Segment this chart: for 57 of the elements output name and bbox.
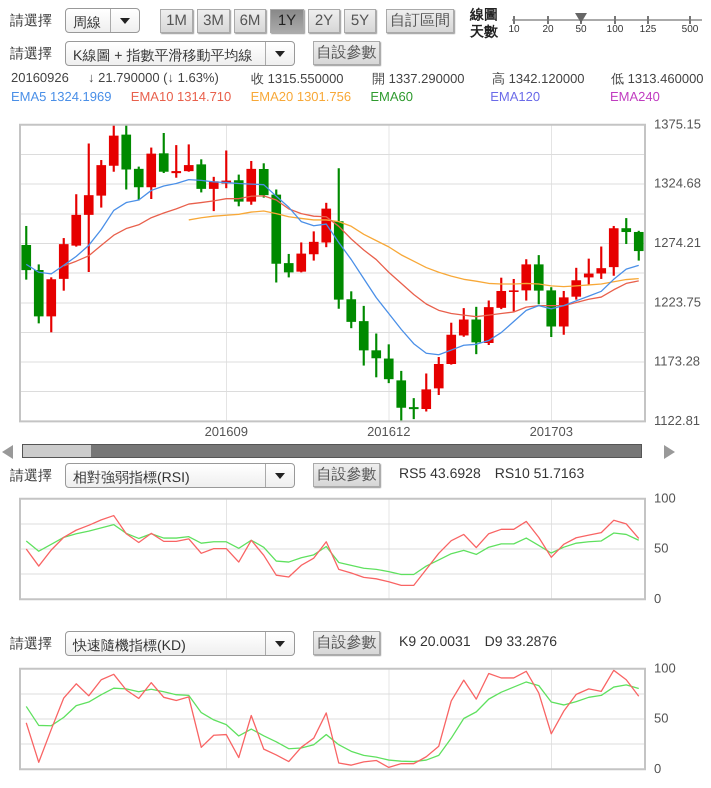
text: EMA240 (610, 89, 660, 104)
text: 3M (197, 9, 230, 33)
x-tick-label: 201612 (367, 424, 410, 439)
text: D9 33.2876 (484, 633, 558, 649)
text: 6M (234, 9, 266, 33)
text: 自設參數 (313, 463, 380, 487)
y-tick-label: 1324.68 (654, 176, 701, 191)
text: EMA120 (490, 89, 540, 104)
y-tick-label: 0 (654, 760, 662, 776)
y-tick-label: 1223.75 (654, 294, 701, 310)
text: 1Y (270, 9, 304, 33)
text: 低 1313.460000 (611, 70, 704, 88)
text: 5Y (344, 9, 376, 33)
text: 天數 (470, 23, 498, 41)
text: 請選擇 (10, 635, 52, 653)
y-tick-label: 1173.28 (654, 354, 700, 369)
y-tick-label: 0 (654, 590, 662, 606)
dropdown-field: 快速隨機指標(KD) (65, 631, 295, 656)
text: RS5 43.6928 (399, 465, 481, 481)
y-tick-label: 100 (654, 660, 676, 676)
text: 自訂區間 (386, 9, 454, 33)
x-tick-label: 201609 (204, 424, 248, 439)
x-tick-label: 201703 (530, 424, 573, 439)
y-tick-label: 100 (654, 490, 676, 506)
text: 請選擇 (10, 12, 52, 30)
dropdown-field: 相對強弱指標(RSI) (65, 463, 295, 488)
text: 收 1315.550000 (251, 70, 344, 88)
y-tick-label: 1274.21 (654, 235, 701, 250)
text: 50 (575, 24, 587, 35)
text: K9 20.0031 (399, 633, 471, 649)
text: 10 (508, 24, 520, 35)
text: 線圖 (470, 6, 498, 24)
text: 500 (682, 24, 698, 35)
y-tick-label: 1122.81 (654, 412, 700, 428)
text: 自設參數 (313, 41, 380, 65)
text: 請選擇 (10, 467, 52, 485)
y-tick-label: 1375.15 (654, 116, 701, 132)
text: 125 (640, 24, 656, 35)
text: EMA20 1301.756 (250, 89, 352, 104)
text: 1M (160, 9, 193, 33)
text: 20 (542, 24, 554, 35)
text: EMA10 1314.710 (130, 89, 232, 104)
text: EMA60 (370, 89, 414, 104)
dropdown-field: K線圖 + 指數平滑移動平均線 (65, 41, 295, 66)
text: 2Y (308, 9, 340, 33)
text: EMA5 1324.1969 (11, 89, 112, 104)
text: ↓ 21.790000 (↓ 1.63%) (88, 70, 219, 85)
text: 100 (606, 24, 624, 35)
y-tick-label: 50 (654, 540, 668, 556)
text: 請選擇 (10, 45, 52, 63)
text: 自設參數 (313, 631, 380, 655)
y-tick-label: 50 (654, 710, 668, 726)
text: 20160926 (11, 70, 69, 85)
text: RS10 51.7163 (494, 465, 584, 481)
text: 開 1337.290000 (372, 70, 465, 88)
text: 高 1342.120000 (492, 70, 585, 88)
dropdown-field: 周線 (65, 8, 140, 33)
